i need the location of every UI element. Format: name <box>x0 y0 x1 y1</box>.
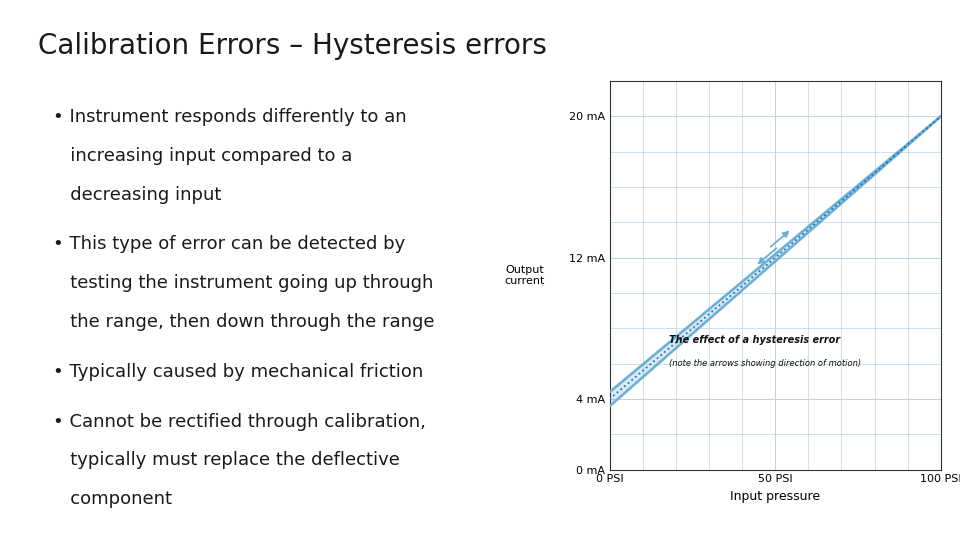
Text: (note the arrows showing direction of motion): (note the arrows showing direction of mo… <box>669 359 861 368</box>
Text: the range, then down through the range: the range, then down through the range <box>53 313 434 331</box>
Text: • Instrument responds differently to an: • Instrument responds differently to an <box>53 108 406 126</box>
X-axis label: Input pressure: Input pressure <box>731 490 820 503</box>
Text: Calibration Errors – Hysteresis errors: Calibration Errors – Hysteresis errors <box>38 32 547 60</box>
Text: testing the instrument going up through: testing the instrument going up through <box>53 274 433 292</box>
Y-axis label: Output
current: Output current <box>505 265 545 286</box>
Text: • This type of error can be detected by: • This type of error can be detected by <box>53 235 405 253</box>
Text: decreasing input: decreasing input <box>53 186 221 204</box>
Text: typically must replace the deflective: typically must replace the deflective <box>53 451 399 469</box>
Text: • Cannot be rectified through calibration,: • Cannot be rectified through calibratio… <box>53 413 425 430</box>
Text: The effect of a hysteresis error: The effect of a hysteresis error <box>669 335 840 345</box>
Text: component: component <box>53 490 172 508</box>
Text: increasing input compared to a: increasing input compared to a <box>53 147 352 165</box>
Text: • Typically caused by mechanical friction: • Typically caused by mechanical frictio… <box>53 363 423 381</box>
